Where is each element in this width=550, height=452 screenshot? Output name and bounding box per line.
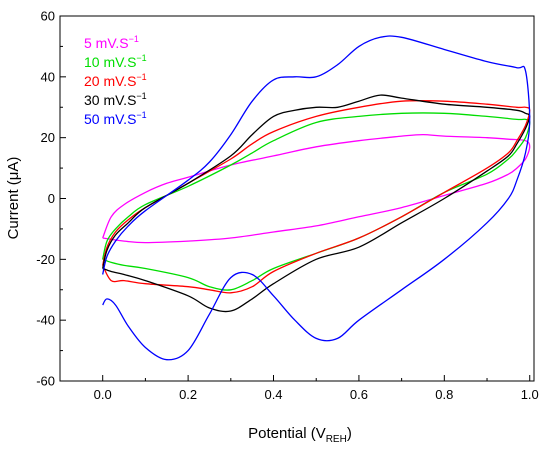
y-tick-label: -60 [36, 374, 55, 389]
x-tick-label: 0.6 [350, 387, 368, 402]
x-tick-label: 0.2 [179, 387, 197, 402]
y-tick-label: 20 [41, 130, 55, 145]
series-line-4 [102, 94, 531, 313]
x-axis: 0.0 0.2 0.4 0.6 0.8 1.0 [94, 375, 539, 402]
x-axis-title-main: Potential (V [248, 425, 326, 442]
y-axis: -60 -40 -20 0 20 40 60 [36, 9, 66, 389]
series-line-1 [102, 133, 531, 244]
plot-frame [59, 15, 535, 382]
series-layer [102, 35, 531, 361]
legend-entry-5: 50 mV.S−1 [84, 110, 147, 127]
legend-entry-2: 10 mV.S−1 [84, 53, 147, 70]
y-tick-label: -40 [36, 313, 55, 328]
legend-entry-4: 30 mV.S−1 [84, 91, 147, 108]
x-tick-label: 1.0 [521, 387, 539, 402]
x-axis-title-close: ) [347, 425, 352, 442]
x-tick-label: 0.4 [264, 387, 282, 402]
y-axis-title: Current (μA) [5, 157, 22, 240]
y-tick-label: 60 [41, 9, 55, 24]
x-axis-title: Potential (VREH) [248, 425, 352, 445]
x-axis-title-subscript: REH [326, 434, 347, 445]
x-tick-label: 0.8 [435, 387, 453, 402]
legend-entry-1: 5 mV.S−1 [84, 34, 139, 51]
legend: 5 mV.S−1 10 mV.S−1 20 mV.S−1 30 mV.S−1 50 mV… [84, 34, 147, 127]
y-tick-label: -20 [36, 252, 55, 267]
y-tick-label: 0 [48, 191, 55, 206]
legend-entry-3: 20 mV.S−1 [84, 72, 147, 89]
plot-area [59, 15, 535, 382]
series-line-5 [102, 35, 531, 361]
x-tick-label: 0.0 [94, 387, 112, 402]
series-line-2 [102, 112, 531, 291]
series-line-3 [102, 99, 531, 294]
y-tick-label: 40 [41, 69, 55, 84]
